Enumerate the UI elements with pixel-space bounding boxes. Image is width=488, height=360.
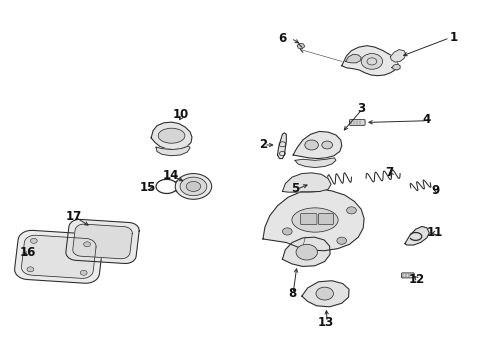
Text: 1: 1 (448, 31, 457, 44)
Text: 17: 17 (65, 210, 81, 223)
Polygon shape (263, 189, 364, 251)
Text: 11: 11 (426, 226, 442, 239)
Polygon shape (282, 173, 330, 192)
Polygon shape (277, 133, 286, 158)
Text: 12: 12 (408, 273, 425, 286)
Ellipse shape (175, 174, 211, 199)
Circle shape (295, 244, 317, 260)
Polygon shape (156, 146, 190, 156)
Text: 14: 14 (162, 169, 179, 182)
Polygon shape (292, 131, 341, 158)
Polygon shape (294, 158, 335, 167)
Circle shape (336, 237, 346, 244)
Text: 6: 6 (278, 32, 286, 45)
FancyBboxPatch shape (318, 213, 333, 225)
Polygon shape (66, 219, 139, 264)
Text: 9: 9 (430, 184, 439, 197)
Text: 5: 5 (291, 183, 299, 195)
Polygon shape (73, 224, 132, 259)
Circle shape (30, 238, 37, 243)
Polygon shape (282, 237, 329, 266)
Polygon shape (15, 230, 102, 283)
Polygon shape (21, 235, 96, 278)
Circle shape (361, 54, 382, 69)
Text: 3: 3 (356, 102, 365, 115)
Polygon shape (341, 46, 397, 76)
Text: 8: 8 (287, 287, 296, 300)
Text: 4: 4 (422, 113, 430, 126)
Polygon shape (404, 226, 428, 245)
Circle shape (282, 228, 291, 235)
FancyBboxPatch shape (349, 120, 365, 125)
Ellipse shape (158, 128, 184, 143)
Text: 13: 13 (317, 316, 334, 329)
Ellipse shape (291, 208, 337, 232)
Text: 7: 7 (385, 166, 393, 179)
Circle shape (80, 270, 87, 275)
Polygon shape (301, 281, 348, 307)
Text: 10: 10 (172, 108, 188, 121)
Circle shape (346, 207, 356, 214)
FancyBboxPatch shape (300, 213, 316, 225)
Polygon shape (391, 64, 399, 70)
Text: 16: 16 (20, 246, 36, 258)
FancyBboxPatch shape (401, 273, 413, 278)
Polygon shape (151, 122, 192, 150)
Ellipse shape (186, 181, 201, 192)
Polygon shape (389, 50, 405, 62)
Circle shape (315, 287, 333, 300)
Text: 15: 15 (140, 181, 156, 194)
Circle shape (83, 242, 90, 247)
Circle shape (27, 267, 34, 272)
Ellipse shape (180, 177, 206, 196)
Circle shape (321, 141, 332, 149)
Circle shape (304, 140, 318, 150)
Polygon shape (345, 54, 361, 63)
Text: 2: 2 (258, 139, 266, 152)
